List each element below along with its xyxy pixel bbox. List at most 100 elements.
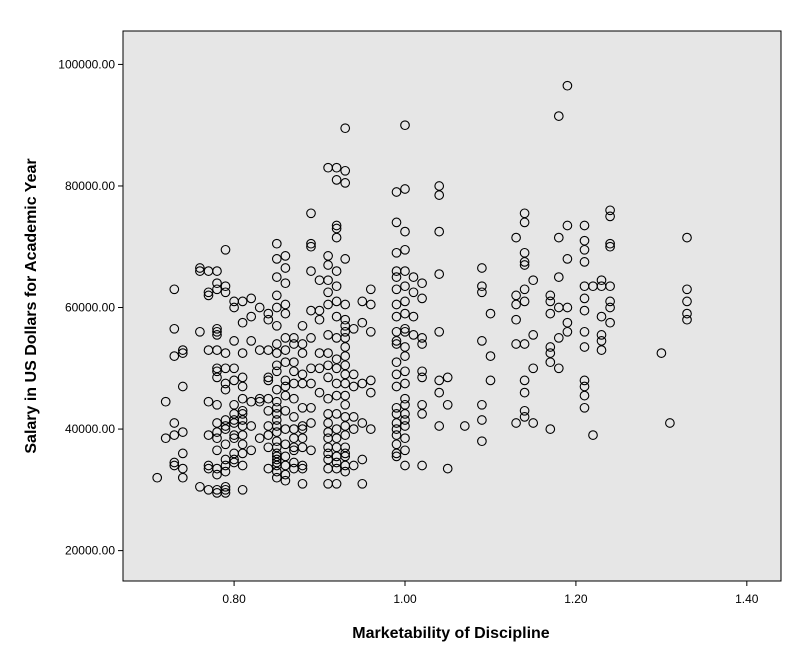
data-point — [400, 266, 410, 276]
data-point — [280, 375, 291, 386]
data-point — [579, 257, 590, 267]
data-point — [280, 390, 291, 401]
data-point — [459, 421, 470, 431]
data-point — [408, 287, 419, 298]
data-point — [323, 348, 333, 358]
data-point — [400, 366, 410, 377]
data-point — [417, 366, 427, 377]
data-point — [246, 311, 257, 322]
data-point — [271, 366, 282, 377]
data-point — [323, 287, 333, 298]
data-point — [271, 402, 282, 413]
data-point — [519, 260, 530, 270]
data-point — [579, 305, 590, 316]
data-point — [579, 375, 590, 386]
data-point — [400, 415, 410, 425]
data-point — [553, 333, 564, 343]
data-point — [169, 284, 180, 295]
data-point — [682, 284, 692, 295]
data-point — [306, 333, 316, 343]
data-point — [340, 254, 351, 264]
data-point — [212, 278, 222, 289]
data-point — [682, 296, 692, 307]
data-point — [203, 287, 214, 298]
data-point — [348, 381, 359, 392]
data-point — [391, 418, 402, 428]
data-point — [605, 302, 615, 313]
data-point — [545, 342, 556, 352]
data-point — [442, 372, 453, 383]
y-tick-label: 20000.00 — [65, 544, 115, 558]
data-point — [306, 238, 316, 249]
data-point — [323, 275, 333, 286]
data-point — [400, 326, 410, 337]
data-point — [237, 484, 248, 495]
data-point — [212, 469, 222, 480]
data-point — [545, 296, 556, 307]
data-point — [408, 311, 419, 322]
data-point — [340, 320, 351, 331]
data-point — [297, 348, 308, 358]
data-point — [553, 111, 564, 121]
data-point — [229, 433, 239, 444]
y-tick-label: 40000.00 — [65, 422, 115, 436]
data-point — [357, 296, 368, 307]
data-point — [237, 317, 248, 328]
data-point — [519, 405, 530, 416]
data-point — [254, 396, 265, 407]
data-point — [434, 421, 445, 431]
data-point — [271, 436, 282, 447]
data-point — [365, 326, 376, 337]
data-point — [271, 272, 282, 282]
data-point — [340, 448, 351, 459]
data-point — [605, 238, 615, 249]
data-point — [254, 433, 265, 444]
data-point — [323, 360, 333, 371]
data-point — [271, 290, 282, 301]
data-point — [391, 381, 402, 392]
data-point — [340, 351, 351, 361]
data-point — [545, 424, 556, 434]
data-point — [289, 457, 299, 468]
data-point — [528, 363, 539, 374]
data-point — [280, 439, 291, 450]
data-point — [331, 232, 342, 243]
data-point — [579, 220, 590, 231]
data-point — [605, 296, 615, 307]
data-point — [263, 372, 274, 383]
data-point — [553, 272, 564, 282]
data-point — [519, 217, 530, 228]
data-point — [553, 232, 564, 243]
data-point — [220, 481, 231, 492]
data-point — [212, 266, 222, 276]
data-point — [203, 290, 214, 301]
data-point — [434, 387, 445, 398]
data-point — [220, 424, 231, 434]
data-point — [306, 266, 316, 276]
data-point — [391, 187, 402, 197]
data-point — [323, 427, 333, 437]
data-point — [237, 409, 248, 419]
data-point — [271, 348, 282, 358]
data-point — [289, 445, 299, 456]
data-point — [340, 299, 351, 310]
data-point — [323, 448, 333, 459]
data-point — [220, 488, 231, 498]
data-point — [417, 333, 427, 343]
data-point — [477, 415, 487, 425]
data-point — [220, 244, 231, 255]
data-point — [562, 220, 573, 231]
data-point — [212, 326, 222, 337]
data-point — [605, 241, 615, 252]
data-point — [271, 302, 282, 313]
data-point — [271, 472, 282, 483]
data-point — [297, 421, 308, 431]
data-point — [271, 421, 282, 431]
data-point — [263, 308, 274, 319]
data-point — [323, 393, 333, 404]
data-point — [417, 372, 427, 383]
y-tick-label: 60000.00 — [65, 301, 115, 315]
data-point — [519, 284, 530, 295]
data-point — [271, 384, 282, 395]
